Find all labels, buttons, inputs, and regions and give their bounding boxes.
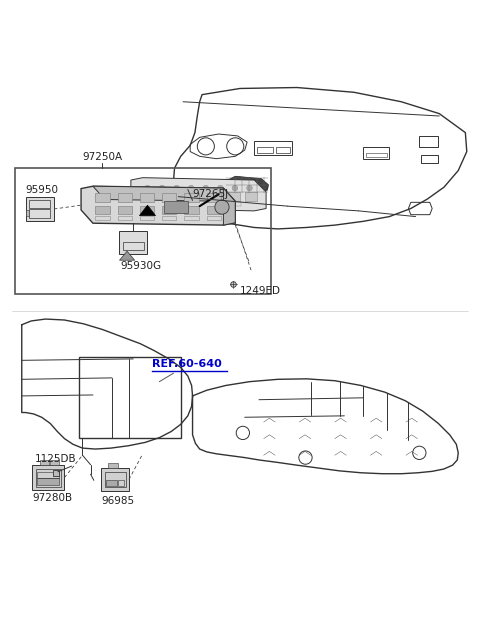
Polygon shape — [120, 252, 135, 260]
Bar — [207, 216, 221, 220]
Bar — [105, 472, 126, 488]
Bar — [123, 242, 144, 250]
Circle shape — [232, 185, 238, 191]
Bar — [36, 469, 60, 486]
Bar — [207, 206, 221, 214]
Bar — [207, 193, 221, 202]
Bar — [162, 193, 177, 202]
Polygon shape — [139, 205, 156, 216]
Bar — [228, 192, 240, 202]
Bar — [118, 216, 132, 220]
Text: 97250A: 97250A — [83, 152, 122, 163]
Bar — [363, 147, 389, 159]
Text: 95950: 95950 — [25, 185, 59, 195]
Circle shape — [174, 185, 180, 191]
Circle shape — [203, 185, 209, 191]
Bar — [230, 202, 241, 206]
Bar — [29, 209, 50, 218]
Bar — [162, 206, 177, 214]
Text: 97265J: 97265J — [192, 189, 228, 200]
Bar — [194, 192, 205, 202]
Bar — [143, 192, 155, 202]
Bar — [140, 193, 154, 202]
Circle shape — [215, 200, 229, 214]
Bar — [118, 481, 124, 486]
Bar — [119, 231, 147, 253]
Bar — [366, 152, 387, 157]
Bar — [211, 192, 223, 202]
Bar — [420, 136, 438, 147]
Circle shape — [188, 185, 194, 191]
Circle shape — [144, 185, 150, 191]
Bar — [140, 206, 154, 214]
Bar — [184, 193, 199, 202]
Bar — [37, 479, 59, 485]
Bar — [184, 216, 199, 220]
Bar — [143, 202, 153, 206]
Bar — [96, 206, 109, 214]
Polygon shape — [226, 176, 268, 193]
Bar — [162, 216, 177, 220]
Bar — [25, 196, 54, 221]
Bar — [140, 216, 154, 220]
Circle shape — [159, 185, 165, 191]
Bar — [164, 202, 188, 213]
Bar — [254, 141, 292, 155]
Bar — [177, 192, 189, 202]
Bar — [79, 357, 180, 438]
Bar — [421, 155, 438, 163]
Bar — [101, 468, 129, 491]
Bar — [106, 481, 117, 486]
Circle shape — [217, 185, 223, 191]
Text: 1249ED: 1249ED — [240, 285, 281, 296]
Bar — [276, 147, 290, 153]
Bar — [165, 202, 175, 206]
Bar — [257, 147, 273, 153]
Polygon shape — [131, 178, 266, 211]
Bar — [25, 210, 29, 216]
Bar — [209, 202, 219, 206]
Bar — [50, 460, 59, 465]
Bar — [245, 192, 257, 202]
Bar — [96, 216, 109, 220]
Text: 1125DB: 1125DB — [35, 454, 77, 464]
Polygon shape — [81, 186, 235, 225]
Polygon shape — [212, 187, 225, 196]
Circle shape — [247, 185, 252, 191]
Bar — [32, 465, 64, 490]
Bar — [96, 193, 109, 202]
Bar — [37, 472, 59, 477]
Bar — [118, 206, 132, 214]
Bar — [160, 192, 172, 202]
Bar — [118, 193, 132, 202]
Text: 95930G: 95930G — [120, 261, 162, 271]
Text: 97280B: 97280B — [32, 493, 72, 502]
Text: REF.60-640: REF.60-640 — [152, 359, 222, 369]
Text: 96985: 96985 — [101, 495, 134, 506]
Polygon shape — [223, 188, 235, 225]
Bar — [29, 200, 50, 207]
Bar — [184, 206, 199, 214]
Bar — [40, 460, 49, 465]
Polygon shape — [93, 186, 235, 202]
Bar — [108, 463, 118, 468]
Bar — [187, 202, 197, 206]
Bar — [14, 168, 271, 294]
